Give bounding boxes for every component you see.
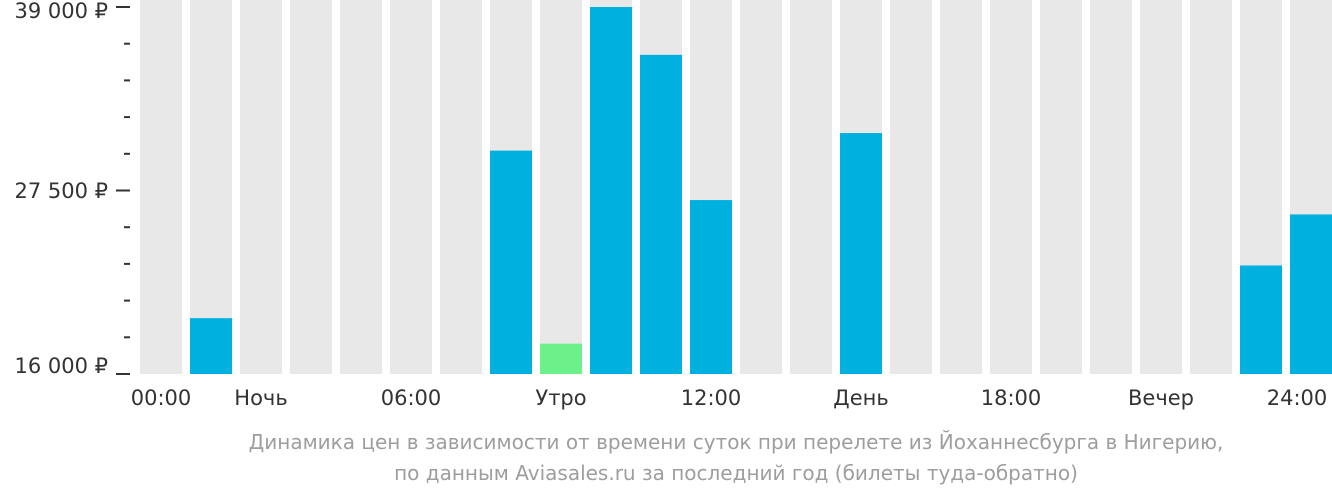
background-column — [990, 0, 1032, 374]
price-bar[interactable] — [490, 150, 532, 374]
x-label-0600: 06:00 — [381, 386, 442, 410]
price-by-time-chart: 39 000 ₽ 27 500 ₽ 16 000 ₽ 00:00 Ночь 06… — [14, 0, 1332, 410]
background-column — [940, 0, 982, 374]
background-column — [890, 0, 932, 374]
x-label-1800: 18:00 — [981, 386, 1042, 410]
x-label-morning: Утро — [535, 386, 586, 410]
background-column — [1090, 0, 1132, 374]
background-column — [140, 0, 182, 374]
background-column — [790, 0, 832, 374]
background-column — [190, 0, 232, 374]
background-column — [1140, 0, 1182, 374]
chart-caption-line-2: по данным Aviasales.ru за последний год … — [394, 461, 1078, 485]
background-column — [440, 0, 482, 374]
background-column — [1040, 0, 1082, 374]
price-bar[interactable] — [190, 318, 232, 374]
background-column — [290, 0, 332, 374]
x-label-1200: 12:00 — [681, 386, 742, 410]
price-bar[interactable] — [1290, 214, 1332, 374]
price-bar[interactable] — [690, 200, 732, 374]
x-label-night: Ночь — [234, 386, 287, 410]
x-label-evening: Вечер — [1128, 386, 1194, 410]
background-column — [340, 0, 382, 374]
x-label-0000: 00:00 — [131, 386, 192, 410]
background-column — [740, 0, 782, 374]
price-bar[interactable] — [590, 7, 632, 374]
y-tick-label-27500: 27 500 ₽ — [14, 179, 108, 203]
x-label-day: День — [833, 386, 888, 410]
price-bar-cheapest[interactable] — [540, 343, 582, 374]
y-tick-label-16000: 16 000 ₽ — [14, 354, 108, 378]
x-label-2400: 24:00 — [1267, 386, 1328, 410]
background-column — [390, 0, 432, 374]
y-tick-label-39000: 39 000 ₽ — [14, 0, 108, 23]
price-bar[interactable] — [640, 54, 682, 374]
price-bar[interactable] — [840, 133, 882, 374]
chart-caption-line-1: Динамика цен в зависимости от времени су… — [248, 430, 1224, 454]
background-column — [1190, 0, 1232, 374]
price-bar[interactable] — [1240, 265, 1282, 374]
background-column — [540, 0, 582, 374]
background-column — [240, 0, 282, 374]
